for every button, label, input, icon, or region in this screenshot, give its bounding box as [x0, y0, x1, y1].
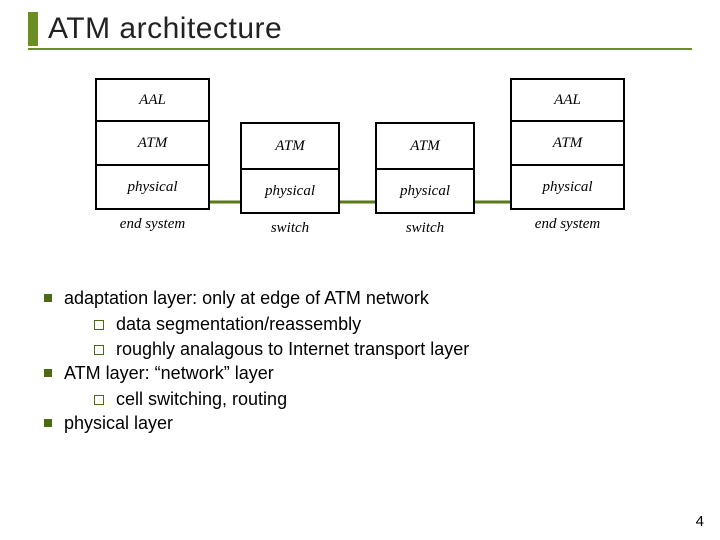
layer-diagram: AALATMphysicalend systemATMphysicalswitc…	[80, 68, 640, 278]
layer-cell: AAL	[512, 80, 623, 120]
stack-label: switch	[240, 220, 340, 237]
layer-cell: ATM	[377, 124, 473, 168]
stack-label: end system	[95, 216, 210, 233]
bullet-list: adaptation layer: only at edge of ATM ne…	[28, 286, 692, 436]
layer-cell: physical	[377, 168, 473, 212]
page-title: ATM architecture	[48, 12, 692, 46]
slide: ATM architecture AALATMphysicalend syste…	[0, 0, 720, 540]
stack-label: switch	[375, 220, 475, 237]
page-number: 4	[696, 513, 704, 530]
stack-switch-2: ATMphysical	[375, 122, 475, 214]
layer-cell: ATM	[512, 120, 623, 164]
bullet-item: adaptation layer: only at edge of ATM ne…	[28, 286, 692, 310]
layer-cell: physical	[512, 164, 623, 208]
layer-cell: AAL	[97, 80, 208, 120]
stack-switch-1: ATMphysical	[240, 122, 340, 214]
bullet-ul: adaptation layer: only at edge of ATM ne…	[28, 286, 692, 436]
layer-cell: physical	[242, 168, 338, 212]
layer-cell: ATM	[97, 120, 208, 164]
bullet-subitem: roughly analagous to Internet transport …	[28, 337, 692, 361]
bullet-subitem: cell switching, routing	[28, 387, 692, 411]
stack-end-right: AALATMphysical	[510, 78, 625, 210]
layer-cell: ATM	[242, 124, 338, 168]
bullet-subitem: data segmentation/reassembly	[28, 312, 692, 336]
stack-label: end system	[510, 216, 625, 233]
title-rule: ATM architecture	[28, 12, 692, 50]
bullet-item: physical layer	[28, 411, 692, 435]
bullet-item: ATM layer: “network” layer	[28, 361, 692, 385]
layer-cell: physical	[97, 164, 208, 208]
stack-end-left: AALATMphysical	[95, 78, 210, 210]
title-accent-bar: ATM architecture	[28, 12, 692, 46]
